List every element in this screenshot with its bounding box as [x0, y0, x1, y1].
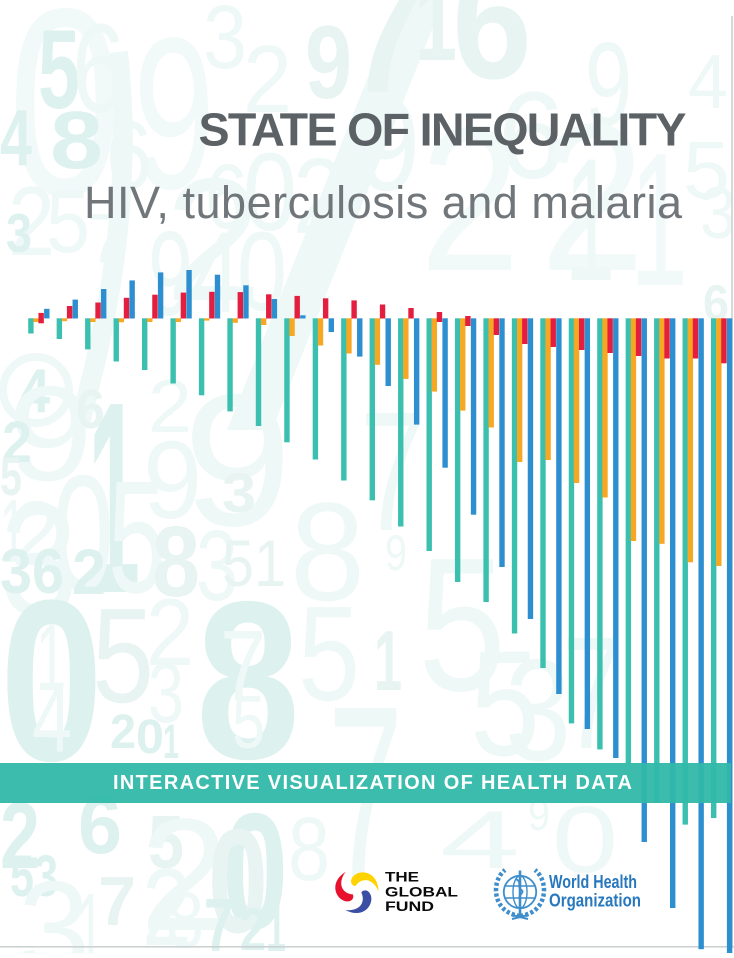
- svg-text:HIV, tuberculosis and malaria: HIV, tuberculosis and malaria: [84, 177, 683, 228]
- svg-text:8: 8: [290, 473, 365, 630]
- svg-text:5: 5: [46, 172, 90, 271]
- svg-text:4: 4: [32, 667, 72, 773]
- svg-text:5: 5: [38, 7, 80, 132]
- svg-text:0: 0: [552, 787, 618, 893]
- svg-text:2: 2: [146, 580, 194, 686]
- svg-text:GLOBAL: GLOBAL: [385, 885, 458, 901]
- svg-text:3: 3: [196, 510, 238, 622]
- svg-text:9: 9: [385, 525, 407, 581]
- svg-text:3: 3: [6, 202, 32, 264]
- svg-text:2: 2: [12, 483, 60, 585]
- svg-text:6: 6: [205, 146, 248, 248]
- svg-text:1: 1: [163, 716, 179, 769]
- svg-text:4: 4: [20, 357, 50, 426]
- svg-text:1: 1: [36, 605, 66, 711]
- svg-text:1: 1: [565, 123, 615, 318]
- svg-text:5: 5: [470, 619, 540, 787]
- svg-text:8: 8: [50, 95, 103, 186]
- svg-text:4: 4: [440, 795, 520, 886]
- svg-text:1: 1: [0, 482, 26, 582]
- svg-text:6: 6: [498, 68, 565, 205]
- svg-text:7: 7: [348, 0, 425, 128]
- svg-text:2: 2: [148, 364, 192, 448]
- svg-text:5: 5: [298, 578, 360, 729]
- svg-text:Organization: Organization: [549, 890, 641, 911]
- svg-text:INTERACTIVE VISUALIZATION OF H: INTERACTIVE VISUALIZATION OF HEALTH DATA: [113, 772, 632, 794]
- svg-text:6: 6: [76, 378, 105, 440]
- svg-text:5: 5: [108, 447, 166, 626]
- svg-text:3: 3: [700, 173, 734, 254]
- svg-text:6: 6: [106, 102, 152, 209]
- svg-text:51: 51: [222, 526, 286, 600]
- svg-text:9: 9: [143, 419, 202, 542]
- svg-text:5: 5: [148, 800, 184, 884]
- svg-text:5: 5: [232, 680, 265, 764]
- svg-text:3: 3: [0, 470, 78, 649]
- svg-text:5: 5: [418, 519, 506, 731]
- svg-text:2: 2: [540, 80, 645, 315]
- svg-text:3: 3: [148, 646, 184, 741]
- svg-text:7: 7: [85, 199, 132, 277]
- svg-text:7: 7: [204, 883, 234, 953]
- svg-text:0: 0: [136, 711, 164, 764]
- svg-text:2: 2: [293, 135, 345, 256]
- svg-text:1: 1: [415, 0, 457, 84]
- svg-text:2: 2: [8, 166, 55, 276]
- svg-text:3: 3: [203, 0, 247, 88]
- svg-text:5: 5: [92, 580, 154, 731]
- svg-text:0: 0: [8, 0, 122, 252]
- svg-text:2: 2: [140, 785, 228, 953]
- svg-text:7: 7: [220, 610, 266, 722]
- svg-text:3: 3: [222, 461, 256, 524]
- svg-text:6: 6: [452, 0, 532, 113]
- svg-text:9: 9: [8, 358, 93, 509]
- svg-text:0: 0: [243, 131, 297, 254]
- svg-text:2: 2: [110, 706, 136, 759]
- svg-text:0: 0: [52, 441, 114, 625]
- svg-text:36: 36: [0, 537, 64, 607]
- svg-text:5: 5: [683, 125, 730, 216]
- svg-text:2: 2: [243, 26, 292, 133]
- svg-text:4: 4: [0, 93, 32, 182]
- svg-text:8: 8: [152, 506, 200, 618]
- svg-text:1: 1: [630, 114, 688, 326]
- svg-text:3: 3: [18, 853, 90, 953]
- svg-text:9: 9: [305, 5, 352, 121]
- svg-text:THE: THE: [385, 870, 419, 886]
- svg-text:1: 1: [266, 890, 286, 953]
- svg-text:2: 2: [72, 536, 106, 608]
- svg-text:STATE OF INEQUALITY: STATE OF INEQUALITY: [199, 104, 687, 156]
- svg-text:5: 5: [0, 445, 22, 507]
- svg-text:2: 2: [240, 896, 266, 953]
- svg-text:53: 53: [10, 844, 58, 909]
- svg-text:9: 9: [358, 72, 420, 218]
- svg-text:7: 7: [98, 862, 136, 940]
- svg-text:6: 6: [72, 0, 125, 139]
- svg-text:1: 1: [374, 614, 402, 709]
- svg-text:9: 9: [133, 0, 215, 234]
- svg-text:4: 4: [688, 39, 728, 125]
- svg-text:0: 0: [208, 799, 268, 953]
- svg-text:World Health: World Health: [549, 871, 637, 892]
- svg-text:1: 1: [88, 345, 140, 650]
- svg-text:9: 9: [585, 18, 632, 151]
- svg-text:0: 0: [222, 779, 288, 953]
- svg-text:1: 1: [76, 871, 104, 953]
- svg-text:2: 2: [2, 410, 32, 475]
- svg-text:8: 8: [288, 800, 330, 900]
- svg-text:2: 2: [142, 846, 192, 953]
- svg-text:8: 8: [166, 875, 204, 953]
- svg-text:FUND: FUND: [385, 899, 434, 915]
- svg-text:2: 2: [420, 85, 520, 314]
